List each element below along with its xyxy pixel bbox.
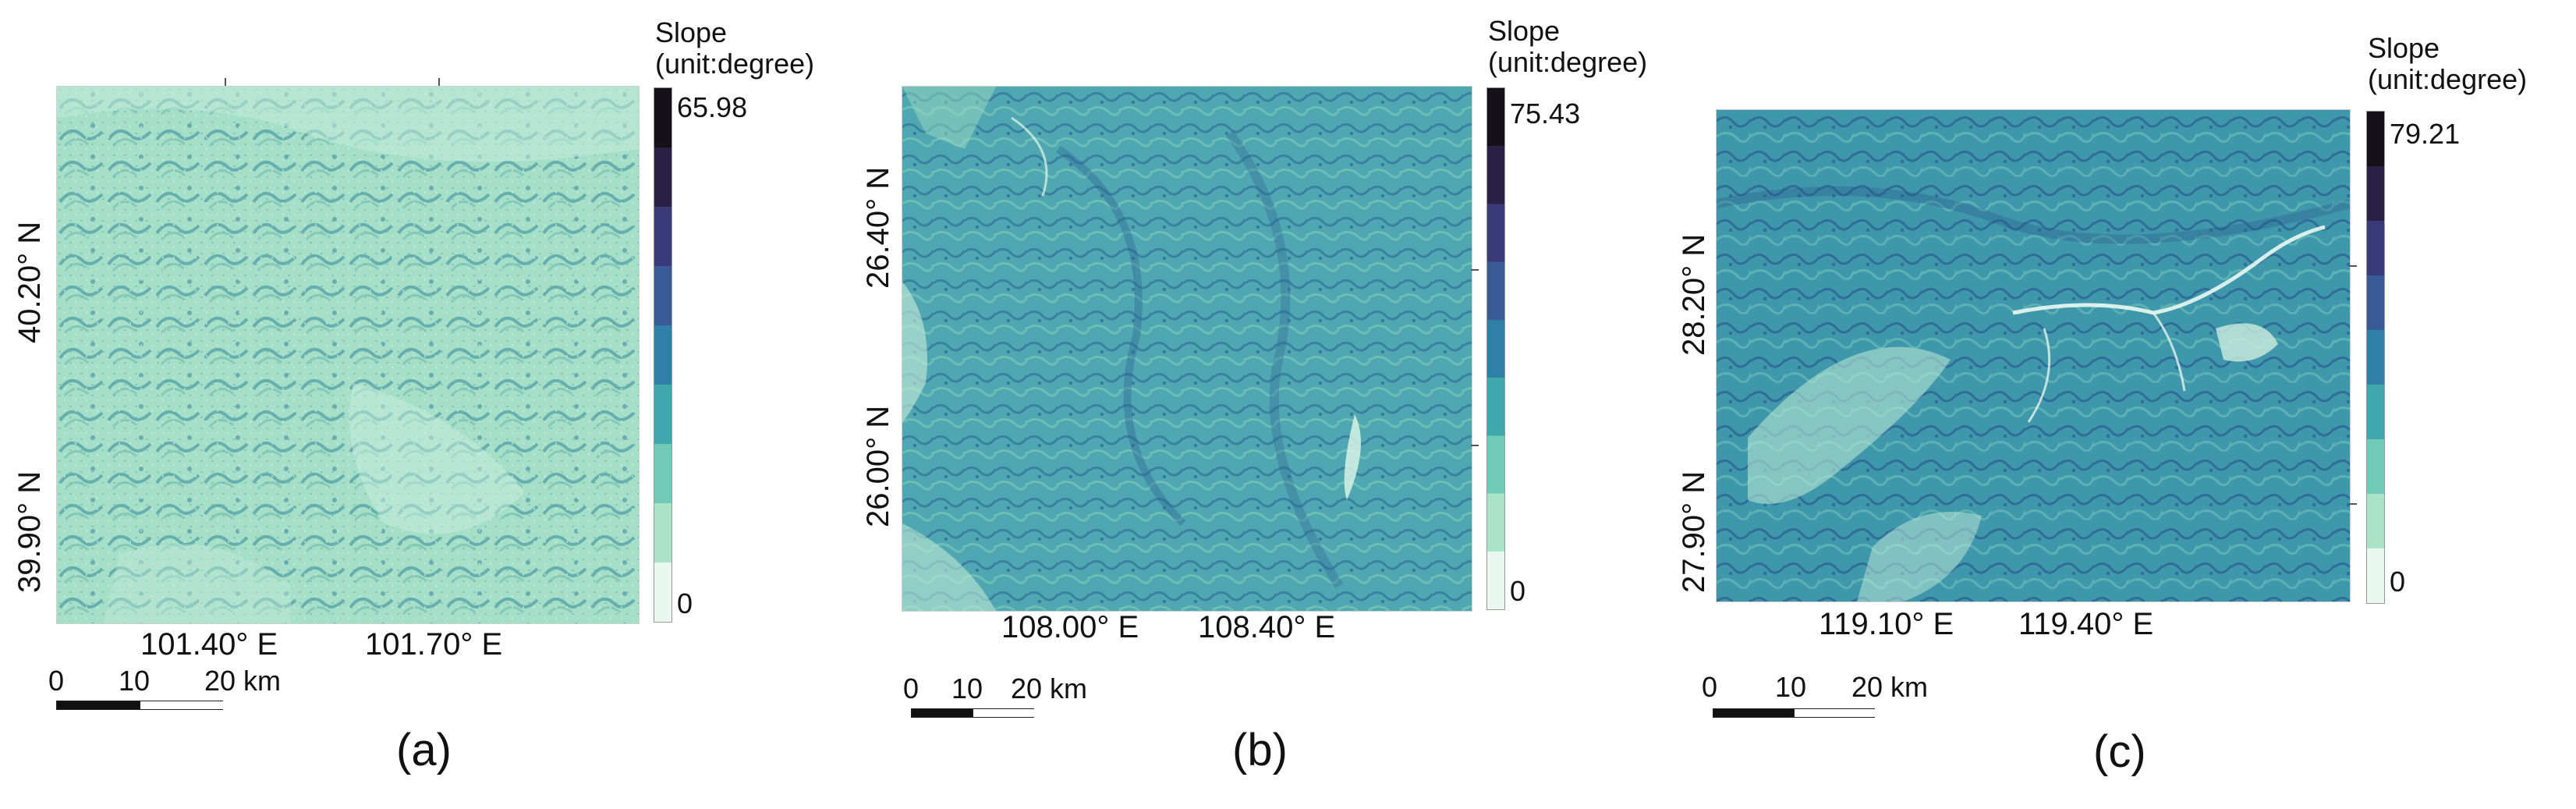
lat-label-b-1: 26.40° N xyxy=(861,166,895,289)
panel-label-a: (a) xyxy=(396,725,452,775)
map-tick xyxy=(1471,445,1479,446)
map-tick xyxy=(1471,269,1479,271)
colorbar-max-a: 65.98 xyxy=(677,91,748,123)
scale-label-20: 20 km xyxy=(1011,672,1088,704)
lon-label-c-1: 119.10° E xyxy=(1819,607,1954,641)
panel-label-c: (c) xyxy=(2093,726,2146,777)
scale-label-10: 10 xyxy=(119,665,151,697)
map-tick xyxy=(2349,503,2357,505)
scale-label-0: 0 xyxy=(1702,671,1718,703)
colorbar-c xyxy=(2366,111,2385,604)
slope-map-b xyxy=(902,86,1472,612)
slope-raster-c xyxy=(1717,110,2350,601)
scale-label-20: 20 km xyxy=(204,665,282,697)
colorbar-min-c: 0 xyxy=(2390,566,2406,598)
scale-bar-b xyxy=(911,708,1034,718)
slope-map-a xyxy=(56,86,640,624)
colorbar-max-b: 75.43 xyxy=(1510,98,1581,130)
scale-label-20: 20 km xyxy=(1851,671,1929,703)
lon-label-c-2: 119.40° E xyxy=(2018,607,2154,641)
colorbar-max-c: 79.21 xyxy=(2390,118,2461,150)
legend-title-b: Slope (unit:degree) xyxy=(1488,15,1648,78)
legend-title-a: Slope (unit:degree) xyxy=(655,16,815,80)
legend-title-c: Slope (unit:degree) xyxy=(2368,32,2528,95)
map-tick xyxy=(438,78,440,86)
scale-bar-a xyxy=(56,701,223,710)
scale-label-10: 10 xyxy=(951,672,983,704)
lat-label-c-2: 27.90° N xyxy=(1677,470,1711,593)
scale-bar-c xyxy=(1713,708,1875,718)
colorbar-min-a: 0 xyxy=(677,587,693,619)
colorbar-min-b: 0 xyxy=(1510,575,1526,607)
lat-label-a-2: 39.90° N xyxy=(12,470,47,593)
panel-label-b: (b) xyxy=(1232,725,1288,775)
slope-map-c xyxy=(1716,109,2351,602)
colorbar-a xyxy=(654,87,672,623)
scale-label-0: 0 xyxy=(48,665,65,697)
lat-label-b-2: 26.00° N xyxy=(861,405,895,527)
lon-label-b-1: 108.00° E xyxy=(1001,610,1139,644)
lon-label-a-1: 101.40° E xyxy=(140,627,278,662)
lat-label-a-1: 40.20° N xyxy=(12,221,47,343)
scale-label-0: 0 xyxy=(903,672,919,704)
map-tick xyxy=(2349,265,2357,267)
lat-label-c-1: 28.20° N xyxy=(1677,233,1711,356)
lon-label-a-2: 101.70° E xyxy=(365,627,503,662)
map-tick xyxy=(225,78,226,86)
lon-label-b-2: 108.40° E xyxy=(1198,610,1336,644)
scale-label-10: 10 xyxy=(1775,671,1807,703)
colorbar-b xyxy=(1486,87,1505,610)
slope-raster-b xyxy=(902,87,1472,611)
slope-raster-a xyxy=(57,87,639,623)
